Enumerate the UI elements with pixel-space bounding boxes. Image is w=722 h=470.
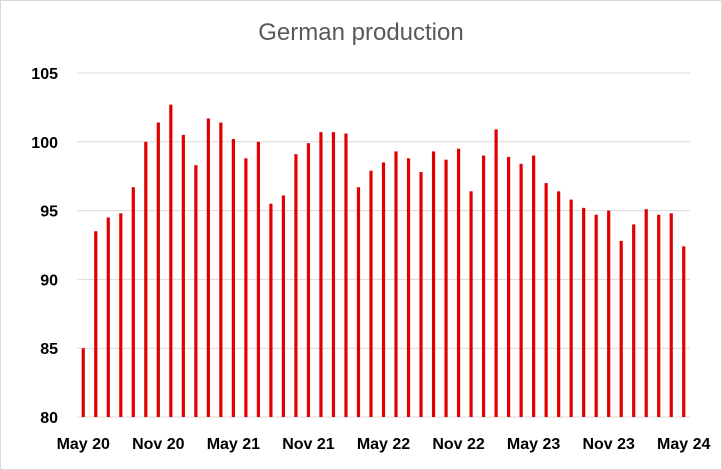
y-tick-label: 80	[40, 410, 58, 427]
bar	[106, 217, 110, 417]
bar	[356, 187, 361, 417]
y-tick-label: 85	[40, 341, 58, 358]
bar	[456, 148, 461, 417]
bar	[344, 133, 348, 417]
bar	[582, 207, 586, 417]
bar	[369, 170, 373, 417]
bar	[131, 187, 135, 417]
bar	[194, 165, 198, 417]
x-tick-label: Nov 21	[282, 436, 335, 453]
bar	[557, 191, 561, 417]
bar	[144, 141, 148, 418]
y-tick-label: 90	[40, 272, 58, 289]
bar	[331, 132, 336, 417]
bar	[519, 163, 523, 417]
bar	[419, 172, 423, 417]
bar	[431, 151, 436, 417]
y-axis-tick-labels: 80 85 90 95 100 105	[31, 66, 58, 427]
bar	[294, 154, 298, 417]
x-axis-tick-labels: May 20 Nov 20 May 21 Nov 21 May 22 Nov 22 May …	[57, 436, 711, 453]
bar	[594, 214, 598, 417]
bar	[231, 139, 235, 417]
bar	[169, 104, 173, 417]
bar	[632, 224, 636, 417]
x-tick-label: Nov 20	[132, 436, 185, 453]
x-tick-label: Nov 23	[582, 436, 635, 453]
bar	[156, 122, 160, 417]
bar	[81, 348, 85, 417]
bar	[532, 155, 536, 417]
bar	[469, 191, 473, 417]
bar	[381, 162, 386, 417]
bar	[569, 199, 573, 417]
bar	[219, 122, 223, 417]
bar	[544, 183, 548, 417]
x-tick-label: May 24	[657, 436, 710, 453]
bar	[669, 213, 673, 417]
bar	[406, 158, 411, 417]
bar	[269, 203, 273, 417]
bar	[657, 214, 661, 417]
bar	[394, 151, 398, 417]
bar	[481, 155, 486, 417]
bar	[181, 134, 185, 418]
x-tick-label: May 23	[507, 436, 560, 453]
bar	[494, 129, 498, 417]
bar	[507, 156, 511, 417]
y-tick-label: 95	[40, 204, 58, 221]
x-tick-label: May 21	[207, 436, 260, 453]
x-tick-label: Nov 22	[432, 436, 485, 453]
bar	[244, 158, 248, 417]
bar	[644, 209, 648, 417]
x-tick-label: May 22	[357, 436, 410, 453]
bar	[444, 159, 448, 418]
y-tick-label: 105	[31, 66, 58, 83]
bar	[619, 240, 623, 417]
bar	[119, 213, 123, 417]
bar	[607, 210, 611, 417]
bar	[682, 246, 686, 417]
bars	[81, 104, 686, 418]
bar	[256, 141, 260, 418]
bar	[206, 118, 210, 418]
y-tick-label: 100	[31, 135, 58, 152]
bar	[306, 143, 311, 417]
bar	[94, 231, 98, 417]
x-tick-label: May 20	[57, 436, 110, 453]
bar	[319, 132, 323, 417]
bar	[281, 195, 286, 417]
chart-title: German production	[258, 19, 464, 46]
